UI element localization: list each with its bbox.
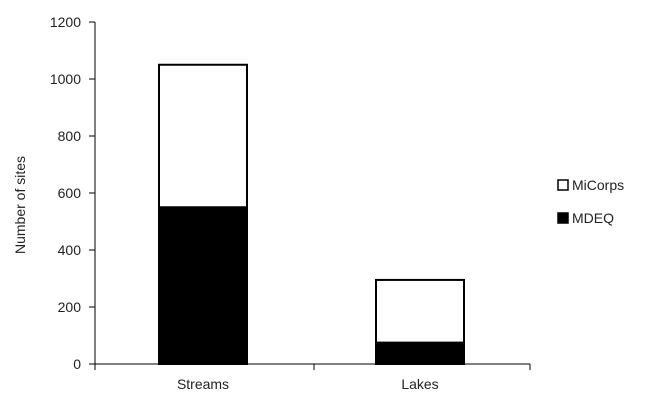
x-tick-label-streams: Streams [177, 376, 229, 392]
y-tick-label-0: 0 [73, 356, 81, 372]
legend-label-micorps: MiCorps [572, 177, 624, 193]
y-tick-label-600: 600 [58, 185, 82, 201]
y-tick-label-400: 400 [58, 242, 82, 258]
y-tick-label-1000: 1000 [50, 71, 81, 87]
axes-layer [89, 21, 531, 370]
y-tick-label-800: 800 [58, 128, 82, 144]
bar-lakes-micorps [375, 278, 465, 344]
legend-swatch-micorps [557, 179, 569, 191]
bar-streams-micorps [158, 63, 248, 209]
bar-streams-mdeq [158, 206, 248, 365]
bar-lakes-mdeq [375, 341, 465, 365]
legend: MiCorps MDEQ [557, 177, 624, 226]
legend-label-mdeq: MDEQ [572, 210, 614, 226]
y-tick-label-200: 200 [58, 299, 82, 315]
labels-layer: 0 200 400 600 800 1000 1200 Streams Lakes Number … [12, 14, 439, 392]
bars-layer [158, 63, 465, 365]
x-tick-label-lakes: Lakes [401, 376, 438, 392]
legend-swatch-mdeq [557, 212, 569, 224]
y-tick-label-1200: 1200 [50, 14, 81, 30]
y-axis-title: Number of sites [12, 156, 28, 254]
